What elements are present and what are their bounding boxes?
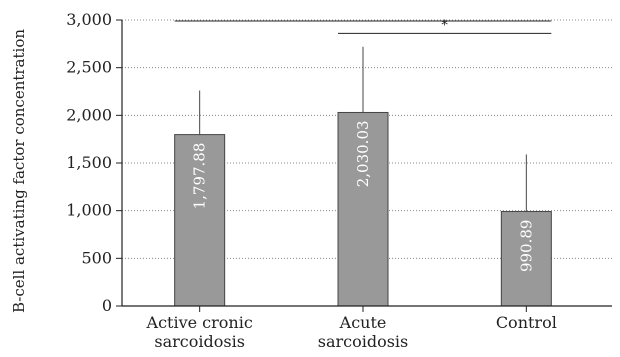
x-tick-label: Control <box>496 313 557 332</box>
x-tick-label: sarcoidosis <box>318 332 409 351</box>
y-tick-label: 500 <box>81 248 112 267</box>
y-tick-label: 3,000 <box>66 10 112 29</box>
x-tick-label: sarcoidosis <box>154 332 245 351</box>
y-tick-label: 2,500 <box>66 58 112 77</box>
y-axis-title: B-cell activating factor concentration <box>10 29 28 313</box>
y-tick-label: 2,000 <box>66 105 112 124</box>
y-tick-label: 1,500 <box>66 153 112 172</box>
bar <box>500 211 552 307</box>
x-tick-label: Acute <box>339 313 387 332</box>
x-tick-label: Active cronic <box>146 313 253 332</box>
bar-value-label: 990.89 <box>517 220 535 273</box>
bar <box>174 134 226 307</box>
bar-value-label: 1,797.88 <box>191 143 209 210</box>
y-tick-label: 0 <box>102 296 112 315</box>
axes: 0 500 1,000 1,500 2,000 2,500 3,000 Active cron… <box>66 10 612 351</box>
significance-marker: * <box>441 18 448 33</box>
bars: 1,797.88 2,030.03 990.89 <box>174 46 552 307</box>
bar-value-label: 2,030.03 <box>354 120 372 187</box>
significance-brackets: * <box>174 18 552 34</box>
y-tick-label: 1,000 <box>66 201 112 220</box>
